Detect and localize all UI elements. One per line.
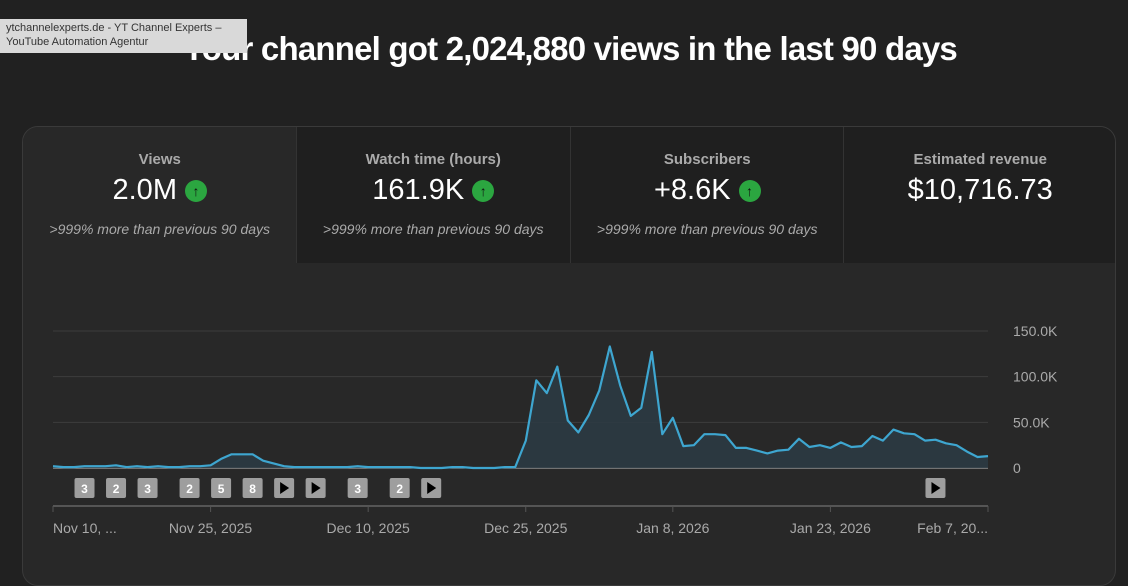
- marker-count: 2: [113, 482, 120, 496]
- video-marker[interactable]: 2: [390, 478, 410, 498]
- marker-count: 5: [218, 482, 225, 496]
- video-marker[interactable]: 2: [180, 478, 200, 498]
- browser-tooltip: ytchannelexperts.de - YT Channel Experts…: [0, 19, 247, 53]
- video-marker[interactable]: 3: [348, 478, 368, 498]
- x-tick-label: Jan 8, 2026: [636, 520, 709, 536]
- tooltip-line: ytchannelexperts.de - YT Channel Experts…: [6, 21, 241, 35]
- y-tick-label: 150.0K: [1013, 323, 1058, 339]
- x-tick-label: Nov 10, ...: [53, 520, 117, 536]
- video-marker[interactable]: [421, 478, 441, 498]
- marker-count: 8: [249, 482, 256, 496]
- video-marker[interactable]: 8: [243, 478, 263, 498]
- y-tick-label: 50.0K: [1013, 414, 1050, 430]
- y-tick-label: 0: [1013, 460, 1021, 476]
- y-tick-label: 100.0K: [1013, 369, 1058, 385]
- marker-count: 2: [186, 482, 193, 496]
- x-tick-label: Jan 23, 2026: [790, 520, 871, 536]
- area-fill: [53, 347, 988, 469]
- marker-count: 2: [396, 482, 403, 496]
- video-marker[interactable]: 5: [211, 478, 231, 498]
- x-tick-label: Dec 10, 2025: [327, 520, 410, 536]
- video-marker[interactable]: 2: [106, 478, 126, 498]
- marker-count: 3: [144, 482, 151, 496]
- x-tick-label: Dec 25, 2025: [484, 520, 567, 536]
- video-marker[interactable]: [306, 478, 326, 498]
- marker-count: 3: [354, 482, 361, 496]
- video-marker[interactable]: 3: [138, 478, 158, 498]
- video-marker[interactable]: [925, 478, 945, 498]
- marker-count: 3: [81, 482, 88, 496]
- video-marker[interactable]: [274, 478, 294, 498]
- views-chart: 150.0K 100.0K 50.0K 0 Nov 10, ... Nov 25, 202…: [0, 0, 1128, 562]
- x-tick-label: Feb 7, 20...: [917, 520, 988, 536]
- x-tick-label: Nov 25, 2025: [169, 520, 252, 536]
- video-marker[interactable]: 3: [75, 478, 95, 498]
- tooltip-line: YouTube Automation Agentur: [6, 35, 241, 49]
